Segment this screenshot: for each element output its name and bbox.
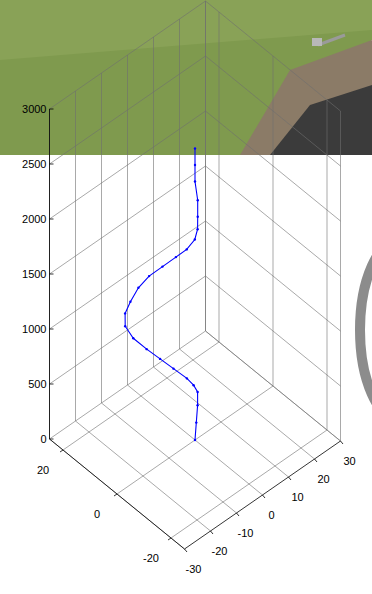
tick [50,384,54,385]
y-tick-label: 0 [94,508,100,520]
grid-line [50,56,206,164]
lamp-arm [318,35,345,45]
tick [237,513,240,516]
marker [196,391,198,393]
z-tick-label: 3000 [22,103,46,115]
marker [196,228,198,230]
marker [194,180,196,182]
lamp-head [312,38,322,46]
grid-line [206,1,341,111]
grid-line [50,1,206,109]
x-tick-label: 0 [268,509,274,521]
marker [175,256,177,258]
marker [161,265,163,267]
tick [50,274,54,275]
tick [263,495,266,498]
y-axis [50,439,185,549]
marker [194,238,196,240]
x-axis [185,441,341,549]
x-tick-label: 10 [291,491,303,503]
tick [185,549,188,552]
x-tick-label: 20 [317,473,329,485]
grid-line [117,386,273,494]
axes [50,1,344,552]
grid-line [206,56,341,166]
grid-line [50,166,206,274]
marker [197,199,199,201]
tick [50,109,54,110]
marker [124,312,126,314]
grid-line [50,111,206,219]
grid-line [171,430,327,538]
tick [50,329,54,330]
torus [360,240,372,420]
marker [194,439,196,441]
marker [132,337,134,339]
tick-labels: -30 -20 -10 0 10 20 30 -20 0 20 0 500 1000 1500 2000 25… [22,103,356,575]
grid-line [206,276,341,386]
marker [159,358,161,360]
grid-line [206,331,341,441]
marker [196,404,198,406]
tick [168,538,171,540]
z-tick-label: 1000 [22,323,46,335]
box-edge [205,1,206,331]
marker [146,348,148,350]
marker [129,301,131,303]
marker [192,384,194,386]
grass [0,0,372,155]
marker [197,216,199,218]
x-tick-label: -30 [186,563,202,575]
grid-line [206,166,341,276]
box-edge [340,111,341,441]
tick [60,450,63,452]
tick [211,531,214,534]
grid-line [50,221,206,329]
marker [186,377,188,379]
grid-line [50,331,206,439]
x-tick-label: -10 [238,527,254,539]
marker [172,367,174,369]
background-scene [0,0,372,420]
z-tick-label: 1500 [22,268,46,280]
marker [195,421,197,423]
marker [124,325,126,327]
y-tick-label: 20 [37,464,49,476]
tick [315,459,318,462]
tick [114,494,117,496]
tick [50,439,54,440]
asphalt [270,85,372,155]
tick [289,477,292,480]
z-tick-label: 500 [28,378,46,390]
marker [186,248,188,250]
grid-line [128,385,263,495]
series-line [125,149,198,441]
z-tick-label: 2000 [22,213,46,225]
z-tick-label: 0 [40,433,46,445]
marker [137,287,139,289]
tick [50,164,54,165]
grid-line [50,439,185,549]
grid [50,1,341,549]
tick [341,441,344,444]
x-tick-label: 30 [343,455,355,467]
tick [50,219,54,220]
marker [194,164,196,166]
grass-light [0,0,372,60]
chart: -30 -20 -10 0 10 20 30 -20 0 20 0 500 1000 1500 2000 25… [0,0,372,594]
y-tick-label: -20 [143,552,159,564]
marker [148,275,150,277]
x-tick-label: -20 [212,545,228,557]
grid-line [206,111,341,221]
marker [194,147,196,149]
grid-line [206,221,341,331]
data-group [124,147,199,441]
z-tick-label: 2500 [22,158,46,170]
